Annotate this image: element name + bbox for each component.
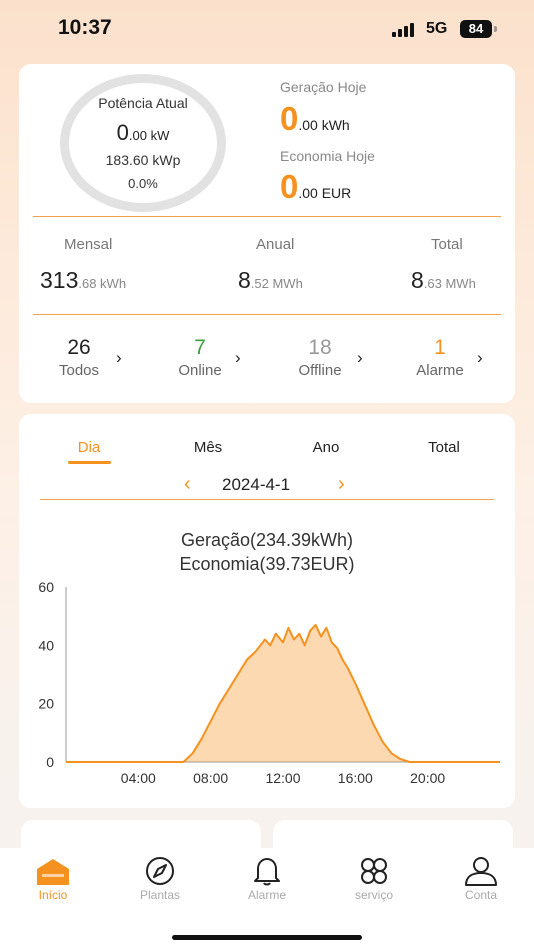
chevron-left-icon[interactable]: ‹ — [184, 473, 191, 495]
user-icon — [465, 857, 497, 886]
savings-today-unit: .00 EUR — [298, 185, 352, 201]
home-icon — [37, 859, 69, 885]
stat-total-label: Total — [431, 236, 463, 253]
nav-home-label: Início — [38, 888, 68, 902]
nav-account-label: Conta — [464, 888, 498, 902]
count-alarm[interactable]: 1 Alarme — [400, 336, 480, 379]
generation-today: 0.00 kWh — [280, 100, 350, 138]
bell-icon — [254, 858, 280, 886]
power-percent: 0.0% — [128, 176, 158, 191]
divider — [33, 216, 501, 217]
count-all-label: Todos — [58, 362, 100, 379]
nav-plants[interactable]: Plantas — [120, 856, 200, 902]
tab-month[interactable]: Mês — [193, 439, 223, 456]
savings-today-label: Economia Hoje — [280, 148, 375, 164]
count-alarm-label: Alarme — [416, 362, 464, 379]
current-power-unit: .00 kW — [128, 128, 170, 143]
overview-card: Potência Atual 0.00 kW 183.60 kWp 0.0% G… — [19, 64, 515, 403]
chart-title-generation: Geração(234.39kWh) — [180, 530, 354, 550]
service-icon — [361, 858, 387, 884]
date-label[interactable]: 2024-4-1 — [222, 475, 291, 494]
count-offline[interactable]: 18 Offline — [280, 336, 360, 379]
divider — [33, 314, 501, 315]
stat-annual-label: Anual — [256, 236, 295, 253]
current-power-value: 0 — [116, 120, 129, 145]
generation-today-value: 0 — [280, 100, 299, 137]
chevron-right-icon[interactable]: › — [338, 473, 345, 495]
nav-service-label: serviço — [354, 888, 393, 902]
signal-icon — [392, 23, 416, 37]
installed-capacity: 183.60 kWp — [105, 152, 181, 168]
compass-icon — [146, 857, 174, 885]
chevron-right-icon[interactable]: › — [477, 348, 483, 367]
count-offline-label: Offline — [298, 362, 342, 379]
status-bar: 10:37 5G 84 — [0, 0, 534, 60]
stat-monthly-label: Mensal — [64, 236, 113, 253]
battery-cap — [494, 26, 497, 32]
count-all-num: 26 — [67, 336, 91, 359]
status-time: 10:37 — [58, 16, 112, 39]
savings-today: 0.00 EUR — [280, 168, 351, 206]
tab-total[interactable]: Total — [428, 439, 460, 456]
gauge-title: Potência Atual — [98, 95, 188, 111]
count-alarm-num: 1 — [434, 336, 446, 359]
chart-title-savings: Economia(39.73EUR) — [179, 554, 355, 574]
nav-alarm-label: Alarme — [247, 888, 286, 902]
power-gauge — [60, 74, 226, 212]
generation-today-label: Geração Hoje — [280, 79, 367, 95]
nav-account[interactable]: Conta — [441, 856, 521, 902]
stat-total-value: 8.63 MWh — [411, 267, 476, 293]
generation-today-unit: .00 kWh — [298, 117, 350, 133]
bottom-nav — [0, 848, 534, 950]
tab-day[interactable]: Dia — [77, 439, 101, 456]
count-online[interactable]: 7 Online — [160, 336, 240, 379]
battery-icon: 84 — [460, 20, 492, 38]
count-offline-num: 18 — [308, 336, 332, 359]
tab-year[interactable]: Ano — [312, 439, 340, 456]
nav-service[interactable]: serviço — [334, 856, 414, 902]
count-online-label: Online — [178, 362, 222, 379]
count-online-num: 7 — [194, 336, 206, 359]
stat-annual-value: 8.52 MWh — [238, 267, 303, 293]
network-type: 5G — [426, 20, 448, 37]
home-indicator — [172, 935, 362, 940]
nav-plants-label: Plantas — [139, 888, 181, 902]
nav-home[interactable]: Início — [13, 856, 93, 902]
tab-active-indicator — [68, 461, 111, 464]
date-selector: ‹ 2024-4-1 › — [180, 473, 355, 497]
chevron-right-icon[interactable]: › — [357, 348, 363, 367]
current-power: 0.00 kW — [68, 120, 218, 146]
savings-today-value: 0 — [280, 168, 299, 205]
nav-alarm[interactable]: Alarme — [227, 856, 307, 902]
count-all[interactable]: 26 Todos — [39, 336, 119, 379]
chevron-right-icon[interactable]: › — [235, 348, 241, 367]
chevron-right-icon[interactable]: › — [116, 348, 122, 367]
stat-monthly-value: 313.68 kWh — [40, 267, 127, 293]
divider — [40, 499, 494, 500]
